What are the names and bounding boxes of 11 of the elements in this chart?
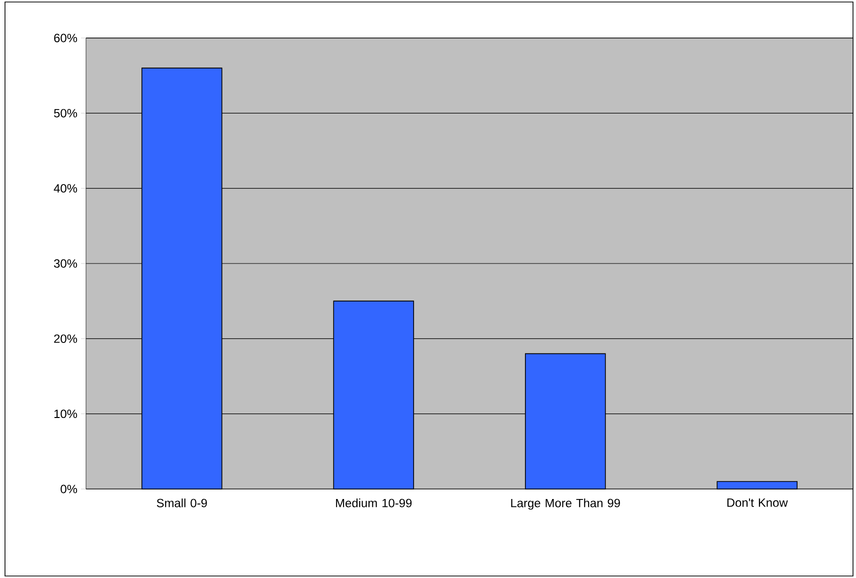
y-tick-label: 10% xyxy=(54,410,78,418)
x-tick-label: Small 0-9 xyxy=(156,498,207,508)
y-tick-label: 40% xyxy=(54,184,78,193)
y-tick-label: 20% xyxy=(54,334,78,343)
x-tick-label: Large More Than 99 xyxy=(511,498,620,510)
y-tick-label: 30% xyxy=(54,259,78,268)
x-tick-label: Medium 10-99 xyxy=(336,498,412,508)
y-tick-label: 50% xyxy=(54,108,78,118)
y-tick-label: 0% xyxy=(60,484,78,494)
y-tick-label: 60% xyxy=(54,34,78,42)
x-tick-label: Don't Know xyxy=(727,498,788,507)
